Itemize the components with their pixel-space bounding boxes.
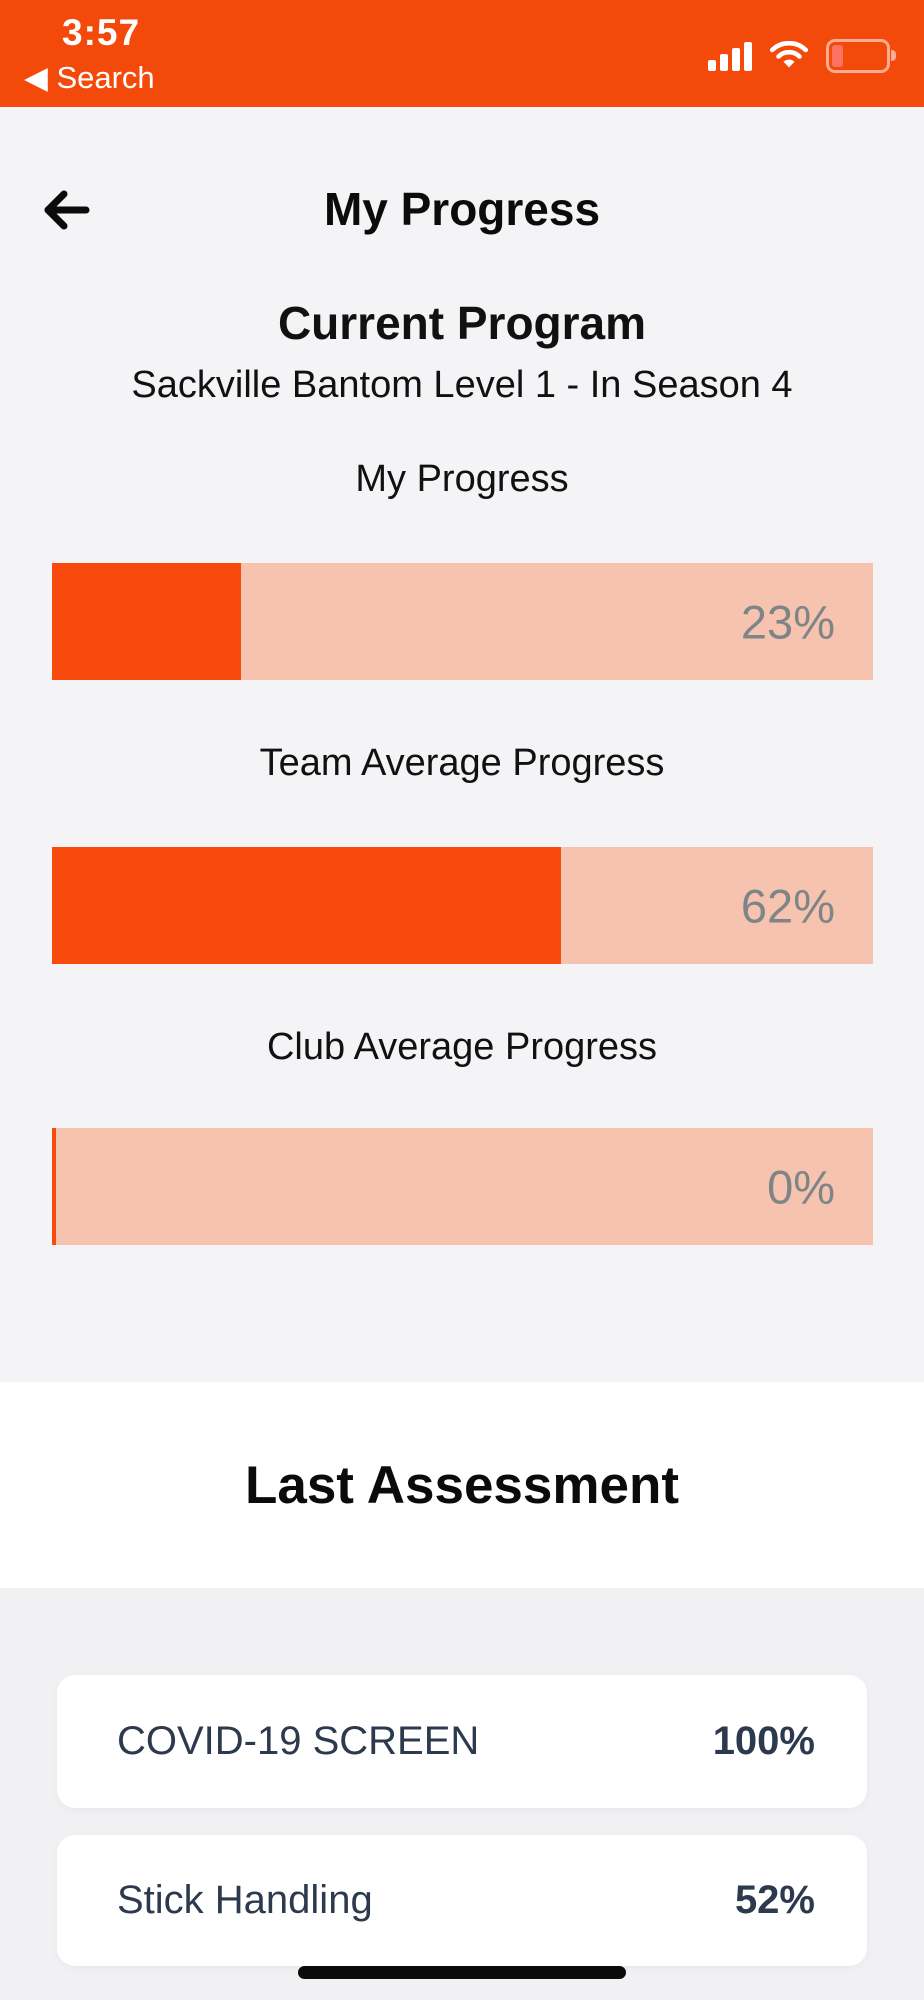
battery-low-icon bbox=[826, 39, 896, 73]
back-to-search-link[interactable]: ◀ Search bbox=[24, 60, 155, 95]
club-average-bar-fill bbox=[52, 1128, 56, 1245]
my-progress-bar-fill bbox=[52, 563, 241, 680]
assessment-card-covid[interactable]: COVID-19 SCREEN 100% bbox=[57, 1675, 867, 1808]
my-progress-percent: 23% bbox=[740, 595, 835, 648]
team-average-bar-fill bbox=[52, 847, 562, 964]
wifi-icon bbox=[769, 41, 809, 68]
current-program-heading: Current Program bbox=[277, 297, 647, 349]
assessment-list-section: COVID-19 SCREEN 100% Stick Handling 52% bbox=[0, 1588, 924, 2000]
assessment-name: Stick Handling bbox=[117, 1878, 373, 1922]
team-average-bar: 62% bbox=[52, 847, 873, 964]
club-average-label: Club Average Progress bbox=[266, 1026, 658, 1068]
team-average-percent: 62% bbox=[740, 879, 835, 932]
club-average-bar: 0% bbox=[52, 1128, 873, 1245]
status-bar: 3:57 ◀ Search bbox=[0, 0, 924, 107]
status-time: 3:57 bbox=[62, 12, 141, 53]
my-progress-label: My Progress bbox=[355, 458, 569, 500]
team-average-label: Team Average Progress bbox=[259, 742, 665, 784]
home-indicator[interactable] bbox=[298, 1966, 626, 1979]
assessment-card-stick-handling[interactable]: Stick Handling 52% bbox=[57, 1835, 867, 1966]
signal-bars-icon bbox=[708, 41, 752, 71]
assessment-name: COVID-19 SCREEN bbox=[117, 1719, 480, 1763]
club-average-percent: 0% bbox=[767, 1160, 835, 1213]
current-program-name: Sackville Bantom Level 1 - In Season 4 bbox=[131, 364, 793, 406]
assessment-score: 100% bbox=[712, 1719, 815, 1763]
last-assessment-band: Last Assessment bbox=[0, 1382, 924, 1588]
page-title: My Progress bbox=[323, 183, 601, 235]
status-icons bbox=[708, 39, 896, 73]
assessment-score: 52% bbox=[734, 1878, 815, 1922]
last-assessment-heading: Last Assessment bbox=[244, 1455, 679, 1515]
back-button[interactable] bbox=[40, 184, 92, 236]
my-progress-bar: 23% bbox=[52, 563, 873, 680]
